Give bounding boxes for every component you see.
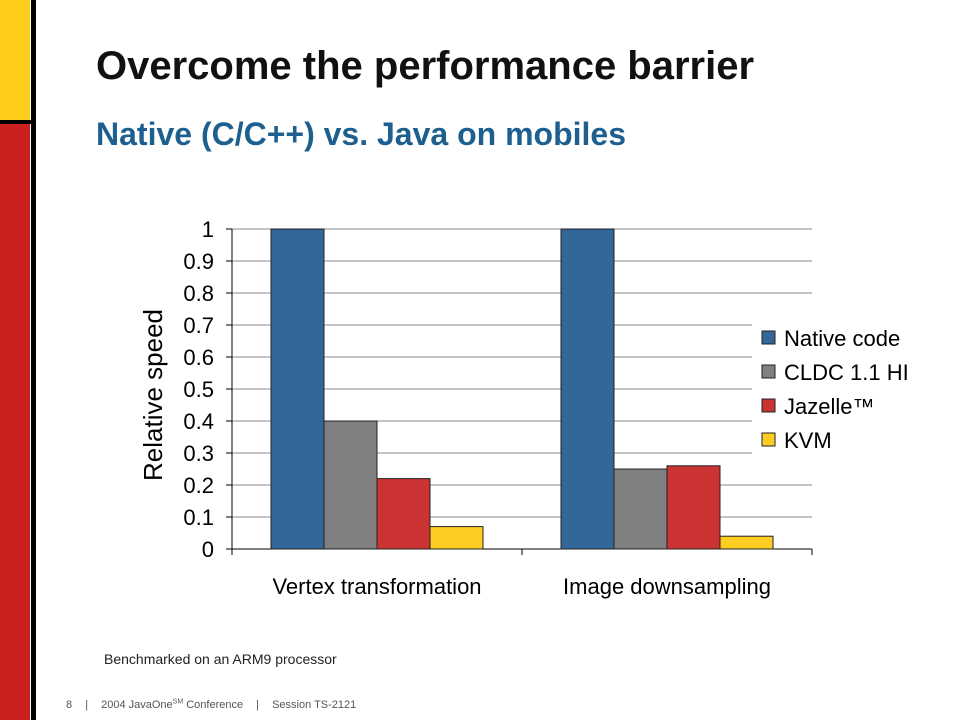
legend-label: Jazelle™ <box>784 394 874 419</box>
footer-separator: | <box>256 698 260 711</box>
x-category-label: Vertex transformation <box>272 574 481 599</box>
bar <box>429 526 484 550</box>
event-prefix: 2004 JavaOne <box>101 698 173 711</box>
bar <box>376 478 431 550</box>
y-axis-label: Relative speed <box>138 309 168 481</box>
accent-bar-yellow <box>0 0 30 120</box>
legend-swatch <box>761 432 776 447</box>
event-superscript: SM <box>172 698 184 705</box>
y-tick-label: 0.5 <box>183 377 214 402</box>
accent-divider-vertical <box>31 0 36 720</box>
y-tick-label: 0.9 <box>183 249 214 274</box>
y-tick-label: 0.3 <box>183 441 214 466</box>
event-suffix: Conference <box>183 698 244 711</box>
legend-label: Native code <box>784 326 900 351</box>
legend-label: KVM <box>784 428 832 453</box>
session-id: Session TS-2121 <box>272 698 357 711</box>
legend-swatch <box>761 330 776 345</box>
y-tick-label: 0.8 <box>183 281 214 306</box>
bar <box>323 420 378 550</box>
bar <box>719 535 774 550</box>
event-name: 2004 JavaOneSM Conference <box>101 698 244 711</box>
legend-swatch <box>761 398 776 413</box>
bar <box>270 228 325 550</box>
slide-subtitle: Native (C/C++) vs. Java on mobiles <box>96 116 626 152</box>
x-category-label: Image downsampling <box>563 574 771 599</box>
legend-swatch <box>761 364 776 379</box>
accent-divider-horizontal <box>0 120 36 124</box>
y-tick-label: 0.4 <box>183 409 214 434</box>
bar <box>613 468 668 550</box>
bar <box>560 228 615 550</box>
accent-bar-red <box>0 124 30 720</box>
footer: 8 | 2004 JavaOneSM Conference | Session … <box>66 698 366 711</box>
legend-label: CLDC 1.1 HI <box>784 360 909 385</box>
y-tick-label: 0 <box>202 537 214 562</box>
legend-box <box>752 324 932 456</box>
footer-separator: | <box>85 698 89 711</box>
slide-title: Overcome the performance barrier <box>96 44 755 88</box>
y-tick-label: 1 <box>202 217 214 242</box>
page-number: 8 <box>66 698 73 711</box>
bar <box>666 465 721 550</box>
y-tick-label: 0.6 <box>183 345 214 370</box>
y-tick-label: 0.7 <box>183 313 214 338</box>
y-tick-label: 0.2 <box>183 473 214 498</box>
benchmark-note: Benchmarked on an ARM9 processor <box>104 651 337 667</box>
y-tick-label: 0.1 <box>183 505 214 530</box>
